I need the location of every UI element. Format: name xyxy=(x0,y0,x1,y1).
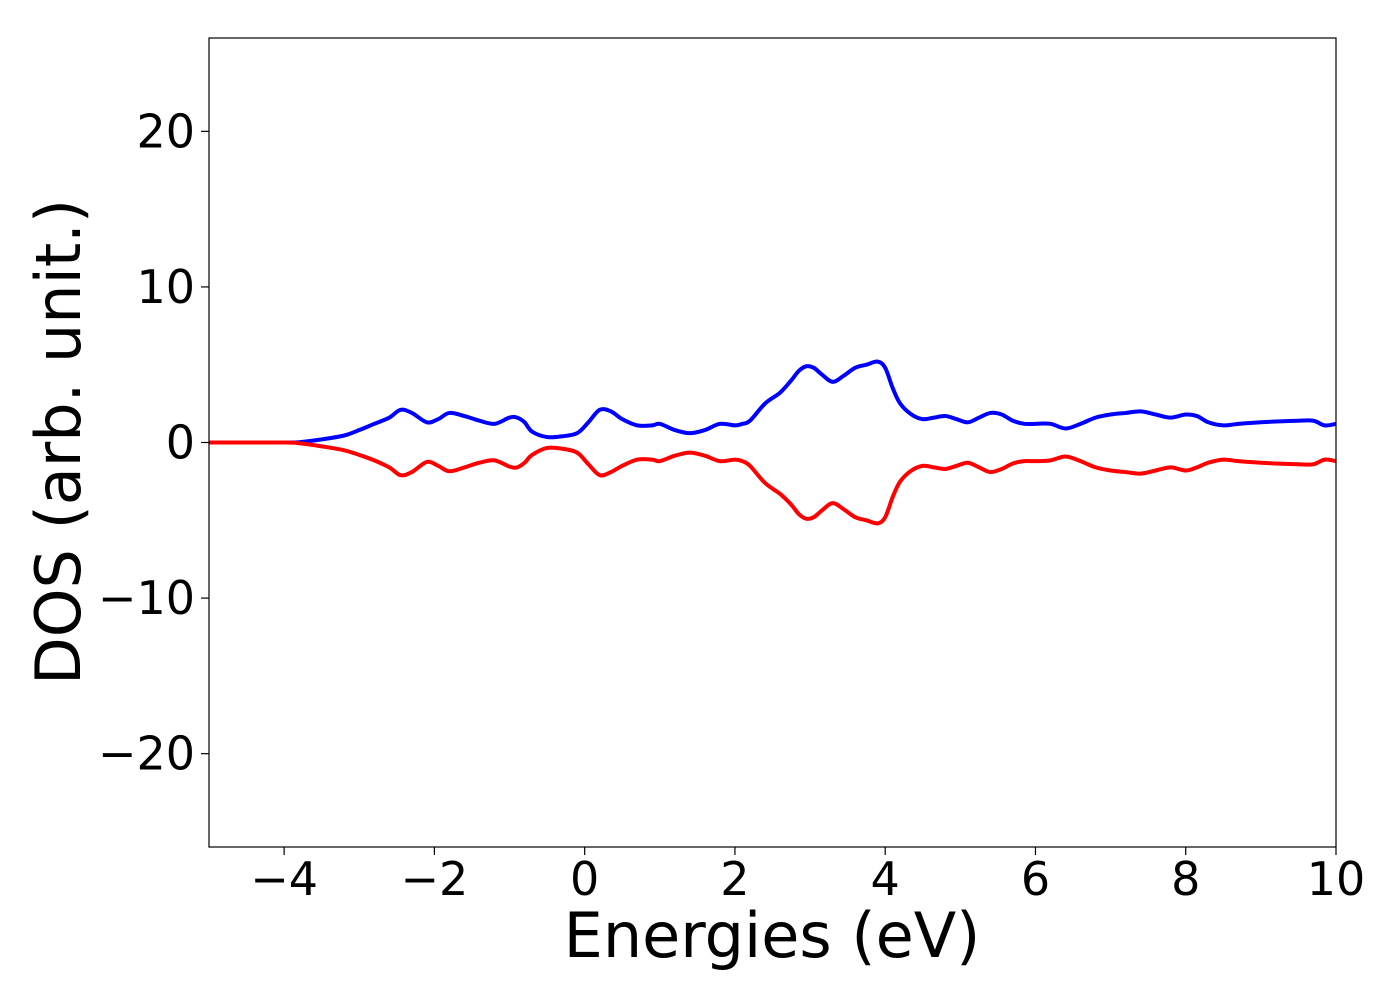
y-tick-label: −10 xyxy=(98,571,195,625)
y-tick-label: 20 xyxy=(136,104,195,158)
y-axis-label: DOS (arb. unit.) xyxy=(22,199,95,685)
plot-frame xyxy=(208,37,1337,848)
x-tick-label: −2 xyxy=(400,852,468,906)
x-axis-ticks: −4 −2 0 2 4 6 8 10 xyxy=(250,847,1365,906)
x-tick-label: 0 xyxy=(570,852,599,906)
x-tick-label: 10 xyxy=(1307,852,1366,906)
y-tick-label: 0 xyxy=(166,416,195,470)
x-tick-label: 6 xyxy=(1021,852,1050,906)
x-tick-label: 4 xyxy=(871,852,900,906)
series-layer xyxy=(208,359,1337,526)
y-tick-label: −20 xyxy=(98,727,195,781)
y-tick-label: 10 xyxy=(136,260,195,314)
x-tick-label: 2 xyxy=(720,852,749,906)
series-line-2 xyxy=(208,440,1337,526)
x-tick-label: −4 xyxy=(250,852,318,906)
y-axis-ticks: −20 −10 0 10 20 xyxy=(98,104,209,781)
series-line-1 xyxy=(208,359,1337,445)
x-tick-label: 8 xyxy=(1171,852,1200,906)
x-axis-label: Energies (eV) xyxy=(564,899,981,972)
